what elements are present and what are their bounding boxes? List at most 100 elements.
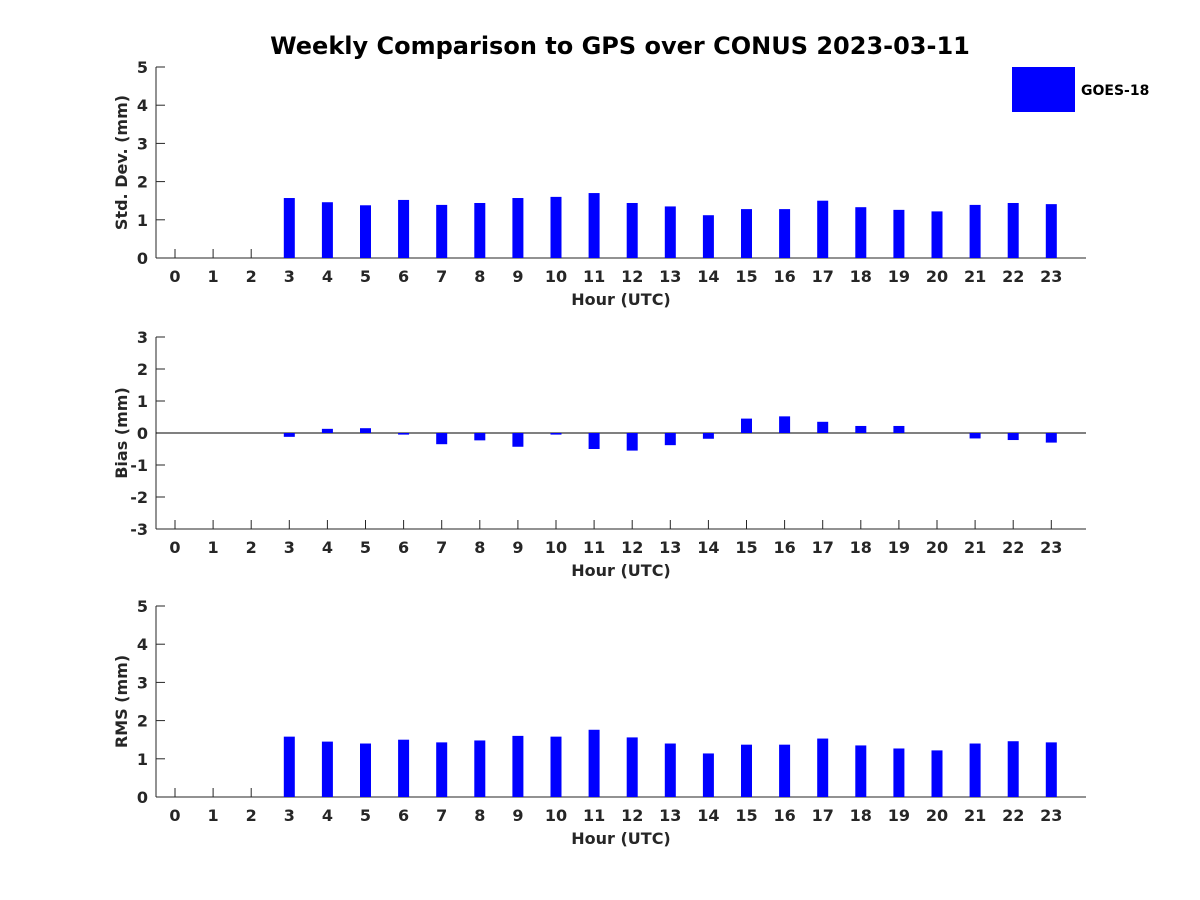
bias-bar-22 [1007, 433, 1019, 441]
bias-xtick-label: 4 [322, 538, 333, 557]
rms-xtick-label: 10 [545, 806, 567, 825]
rms-bar-6 [398, 739, 410, 797]
bias-ytick-label: -3 [130, 520, 148, 539]
rms-xtick-label: 9 [512, 806, 523, 825]
stddev-xtick-label: 5 [360, 267, 371, 286]
stddev-xtick-label: 13 [659, 267, 681, 286]
bias-xtick-label: 14 [697, 538, 719, 557]
bias-ytick-label: -1 [130, 456, 148, 475]
stddev-xtick-label: 10 [545, 267, 567, 286]
bias-ytick-label: 0 [137, 424, 148, 443]
rms-bar-23 [1045, 742, 1057, 797]
stddev-ytick-label: 4 [137, 96, 148, 115]
bias-xtick-label: 2 [246, 538, 257, 557]
stddev-xtick-label: 16 [773, 267, 795, 286]
stddev-xtick-label: 17 [812, 267, 834, 286]
rms-xlabel: Hour (UTC) [571, 829, 671, 848]
rms-xtick-label: 13 [659, 806, 681, 825]
bias-bar-8 [474, 433, 486, 441]
stddev-bar-3 [283, 198, 295, 258]
stddev-bar-9 [512, 198, 524, 258]
stddev-bar-22 [1007, 202, 1019, 258]
bias-xtick-label: 19 [888, 538, 910, 557]
bias-bar-21 [969, 433, 981, 439]
stddev-bar-6 [398, 199, 410, 258]
bias-bar-16 [779, 416, 791, 433]
rms-xtick-label: 6 [398, 806, 409, 825]
bias-bar-11 [588, 433, 600, 449]
bias-xtick-label: 18 [850, 538, 872, 557]
stddev-xtick-label: 18 [850, 267, 872, 286]
rms-xtick-label: 7 [436, 806, 447, 825]
bias-ytick-label: 1 [137, 392, 148, 411]
rms-xtick-label: 3 [284, 806, 295, 825]
rms-xtick-label: 2 [246, 806, 257, 825]
stddev-xtick-label: 22 [1002, 267, 1024, 286]
rms-xtick-label: 14 [697, 806, 719, 825]
legend-label: GOES-18 [1081, 83, 1149, 99]
rms-bar-8 [474, 740, 486, 797]
bias-ylabel: Bias (mm) [112, 387, 131, 479]
rms-ylabel: RMS (mm) [112, 655, 131, 748]
bias-xtick-label: 1 [208, 538, 219, 557]
rms-xtick-label: 18 [850, 806, 872, 825]
rms-bar-15 [741, 744, 752, 797]
rms-ytick-label: 5 [137, 597, 148, 616]
stddev-xtick-label: 8 [474, 267, 485, 286]
rms-ytick-label: 3 [137, 673, 148, 692]
rms-bar-3 [283, 736, 295, 797]
bias-ytick-label: -2 [130, 488, 148, 507]
stddev-xtick-label: 4 [322, 267, 333, 286]
rms-xtick-label: 12 [621, 806, 643, 825]
rms-bar-4 [321, 741, 333, 797]
rms-xtick-label: 21 [964, 806, 986, 825]
stddev-xtick-label: 0 [169, 267, 180, 286]
bias-xtick-label: 13 [659, 538, 681, 557]
bias-xtick-label: 11 [583, 538, 605, 557]
bias-xtick-label: 17 [812, 538, 834, 557]
bias-bar-23 [1045, 433, 1057, 443]
bias-xtick-label: 15 [735, 538, 757, 557]
rms-bar-13 [664, 743, 676, 797]
stddev-bar-11 [588, 193, 600, 258]
bias-bar-7 [436, 433, 448, 445]
rms-bar-17 [817, 738, 829, 797]
stddev-ylabel: Std. Dev. (mm) [112, 95, 131, 230]
stddev-bar-20 [931, 211, 943, 258]
stddev-bar-4 [321, 202, 333, 258]
stddev-ytick-label: 5 [137, 58, 148, 77]
stddev-xtick-label: 9 [512, 267, 523, 286]
stddev-xtick-label: 2 [246, 267, 257, 286]
bias-bar-5 [360, 428, 371, 433]
rms-bar-16 [779, 744, 791, 797]
stddev-bar-13 [664, 206, 676, 258]
bias-bar-12 [626, 433, 638, 451]
bias-xtick-label: 20 [926, 538, 948, 557]
rms-xtick-label: 17 [812, 806, 834, 825]
bias-bar-10 [550, 433, 562, 435]
bias-xtick-label: 0 [169, 538, 180, 557]
bias-xtick-label: 16 [773, 538, 795, 557]
stddev-xtick-label: 23 [1040, 267, 1062, 286]
rms-bar-9 [512, 735, 524, 797]
bias-ytick-label: 3 [137, 328, 148, 347]
bias-xtick-label: 3 [284, 538, 295, 557]
bias-xtick-label: 5 [360, 538, 371, 557]
stddev-xtick-label: 12 [621, 267, 643, 286]
stddev-xtick-label: 19 [888, 267, 910, 286]
bias-xtick-label: 6 [398, 538, 409, 557]
rms-xtick-label: 4 [322, 806, 333, 825]
rms-xtick-label: 11 [583, 806, 605, 825]
bias-bar-4 [321, 428, 333, 433]
bias-bar-15 [741, 418, 752, 433]
bias-bar-17 [817, 421, 829, 433]
rms-xtick-label: 20 [926, 806, 948, 825]
stddev-bar-19 [893, 209, 905, 258]
bias-bar-14 [702, 433, 714, 439]
bias-bar-18 [855, 425, 867, 433]
stddev-bar-21 [969, 204, 981, 258]
rms-bar-20 [931, 750, 943, 797]
bias-bar-9 [512, 433, 524, 447]
